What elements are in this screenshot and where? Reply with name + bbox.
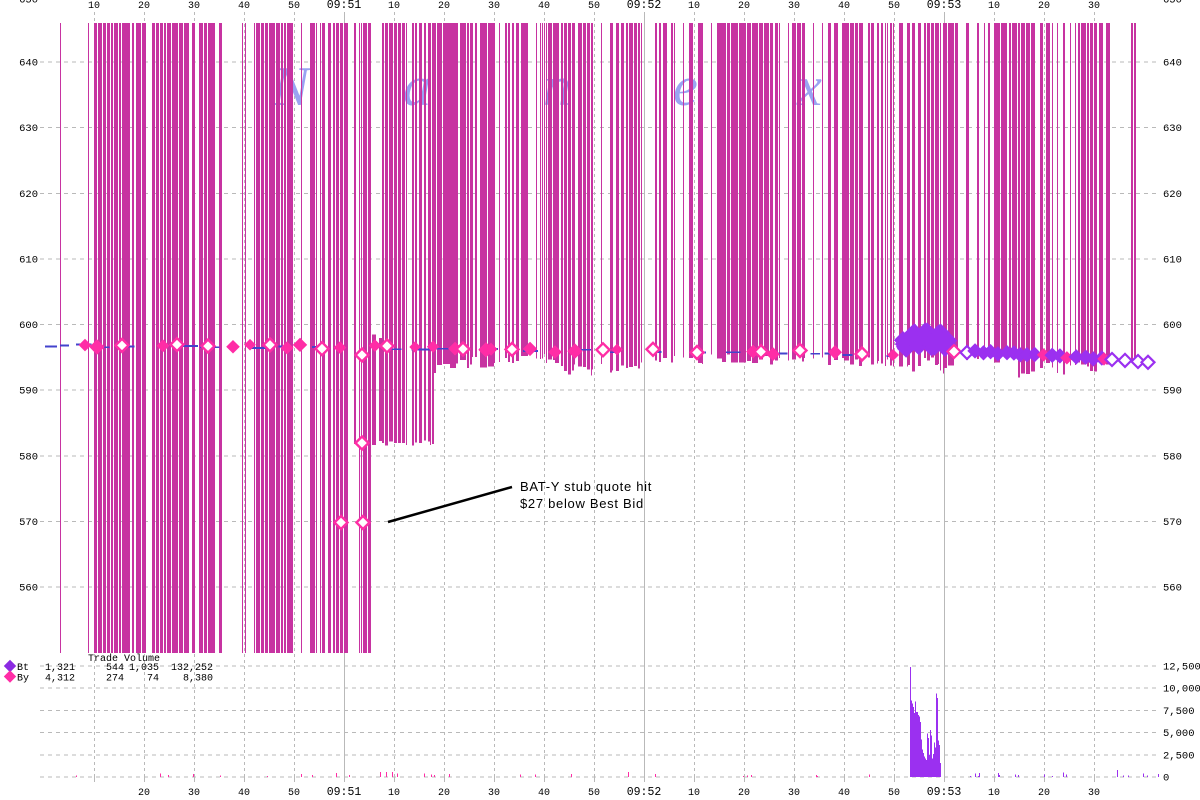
svg-text:610: 610 [1163,254,1182,266]
svg-text:570: 570 [1163,517,1182,529]
svg-text:20: 20 [138,788,150,799]
svg-text:BAT-Y stub quote hit: BAT-Y stub quote hit [520,479,652,494]
svg-text:20: 20 [138,1,150,12]
svg-text:650: 650 [19,0,38,7]
svg-text:30: 30 [1088,788,1100,799]
svg-text:544: 544 [106,663,124,674]
svg-text:620: 620 [1163,189,1182,201]
svg-text:590: 590 [19,386,38,398]
svg-text:40: 40 [838,788,850,799]
svg-text:132,252: 132,252 [171,663,213,674]
svg-text:590: 590 [1163,386,1182,398]
svg-text:50: 50 [288,1,300,12]
svg-text:40: 40 [838,1,850,12]
svg-text:50: 50 [888,788,900,799]
svg-text:e: e [673,56,698,118]
svg-text:10: 10 [388,1,400,12]
svg-text:580: 580 [19,451,38,463]
svg-text:30: 30 [788,1,800,12]
svg-text:10: 10 [988,1,1000,12]
svg-text:2,500: 2,500 [1163,750,1195,762]
svg-text:20: 20 [438,788,450,799]
svg-text:09:53: 09:53 [927,0,962,12]
svg-text:580: 580 [1163,451,1182,463]
svg-text:12,500: 12,500 [1163,662,1200,674]
svg-text:620: 620 [19,189,38,201]
svg-text:40: 40 [238,1,250,12]
svg-text:630: 630 [19,123,38,135]
svg-text:10,000: 10,000 [1163,684,1200,696]
svg-text:09:53: 09:53 [927,786,962,799]
svg-text:560: 560 [19,583,38,595]
svg-text:30: 30 [188,788,200,799]
svg-text:Bt: Bt [17,663,29,674]
svg-text:8,380: 8,380 [183,674,213,685]
svg-text:640: 640 [19,58,38,70]
svg-text:09:52: 09:52 [627,0,662,12]
svg-text:30: 30 [488,788,500,799]
svg-text:40: 40 [538,788,550,799]
svg-text:50: 50 [588,1,600,12]
svg-text:20: 20 [738,1,750,12]
svg-text:74: 74 [147,674,159,685]
svg-text:40: 40 [538,1,550,12]
svg-text:$27 below Best Bid: $27 below Best Bid [520,496,644,511]
svg-text:10: 10 [88,1,100,12]
svg-text:20: 20 [438,1,450,12]
svg-text:640: 640 [1163,58,1182,70]
svg-text:10: 10 [688,788,700,799]
svg-text:7,500: 7,500 [1163,706,1195,718]
svg-text:1,321: 1,321 [45,663,75,674]
svg-text:30: 30 [488,1,500,12]
svg-text:40: 40 [238,788,250,799]
svg-text:50: 50 [888,1,900,12]
svg-text:By: By [17,674,29,685]
svg-text:5,000: 5,000 [1163,728,1195,740]
svg-text:30: 30 [1088,1,1100,12]
svg-text:570: 570 [19,517,38,529]
svg-text:4,312: 4,312 [45,674,75,685]
svg-text:10: 10 [388,788,400,799]
svg-text:30: 30 [788,788,800,799]
svg-text:50: 50 [588,788,600,799]
svg-text:20: 20 [738,788,750,799]
svg-text:20: 20 [1038,1,1050,12]
svg-text:600: 600 [1163,320,1182,332]
svg-text:Trade Volume: Trade Volume [88,653,160,665]
svg-text:610: 610 [19,254,38,266]
svg-text:560: 560 [1163,583,1182,595]
svg-text:274: 274 [106,674,124,685]
svg-text:09:51: 09:51 [327,0,362,12]
svg-text:09:52: 09:52 [627,786,662,799]
svg-text:630: 630 [1163,123,1182,135]
svg-text:650: 650 [1163,0,1182,7]
svg-text:1,035: 1,035 [129,663,159,674]
svg-text:600: 600 [19,320,38,332]
svg-text:50: 50 [288,788,300,799]
svg-text:20: 20 [1038,788,1050,799]
svg-text:09:51: 09:51 [327,786,362,799]
svg-text:0: 0 [1163,773,1169,785]
svg-text:30: 30 [188,1,200,12]
svg-text:10: 10 [688,1,700,12]
svg-text:10: 10 [988,788,1000,799]
